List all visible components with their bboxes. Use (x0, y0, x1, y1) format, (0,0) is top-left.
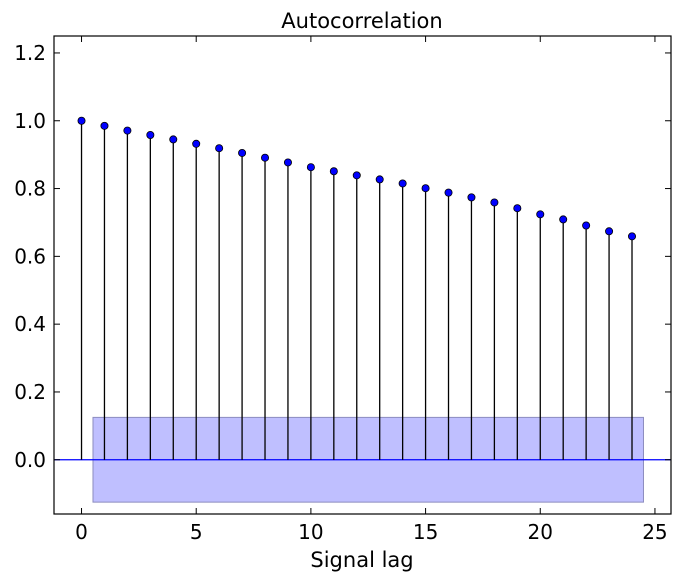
x-tick-label: 5 (190, 520, 203, 544)
data-point (582, 221, 591, 230)
data-point (628, 232, 637, 241)
data-point (398, 179, 407, 188)
data-point (421, 184, 430, 193)
data-point (467, 193, 476, 202)
y-tick-label: 0.6 (14, 244, 46, 268)
y-tick-label: 0.4 (14, 312, 46, 336)
data-point (238, 148, 247, 157)
x-tick-label: 10 (298, 520, 323, 544)
data-point (100, 121, 109, 130)
x-tick-label: 0 (75, 520, 88, 544)
data-point (283, 158, 292, 167)
y-tick-label: 0.8 (14, 177, 46, 201)
x-axis-label: Signal lag (310, 548, 413, 572)
x-tick-label: 15 (413, 520, 438, 544)
y-tick-label: 0.2 (14, 380, 46, 404)
x-tick-label: 20 (528, 520, 553, 544)
data-point (490, 198, 499, 207)
chart-title: Autocorrelation (281, 9, 442, 33)
data-point (329, 167, 338, 176)
data-point (536, 210, 545, 219)
data-point (605, 227, 614, 236)
data-point (444, 188, 453, 197)
data-point (192, 139, 201, 148)
y-tick-label: 1.0 (14, 109, 46, 133)
data-point (77, 116, 86, 125)
data-point (123, 126, 132, 135)
y-tick-label: 1.2 (14, 41, 46, 65)
x-tick-label: 25 (642, 520, 667, 544)
data-point (513, 204, 522, 213)
data-point (215, 144, 224, 153)
y-tick-label: 0.0 (14, 448, 46, 472)
data-point (261, 153, 270, 162)
data-point (169, 135, 178, 144)
data-point (375, 175, 384, 184)
data-point (146, 130, 155, 139)
data-point (352, 171, 361, 180)
data-point (306, 163, 315, 172)
data-point (559, 215, 568, 224)
plot-frame (53, 35, 672, 515)
